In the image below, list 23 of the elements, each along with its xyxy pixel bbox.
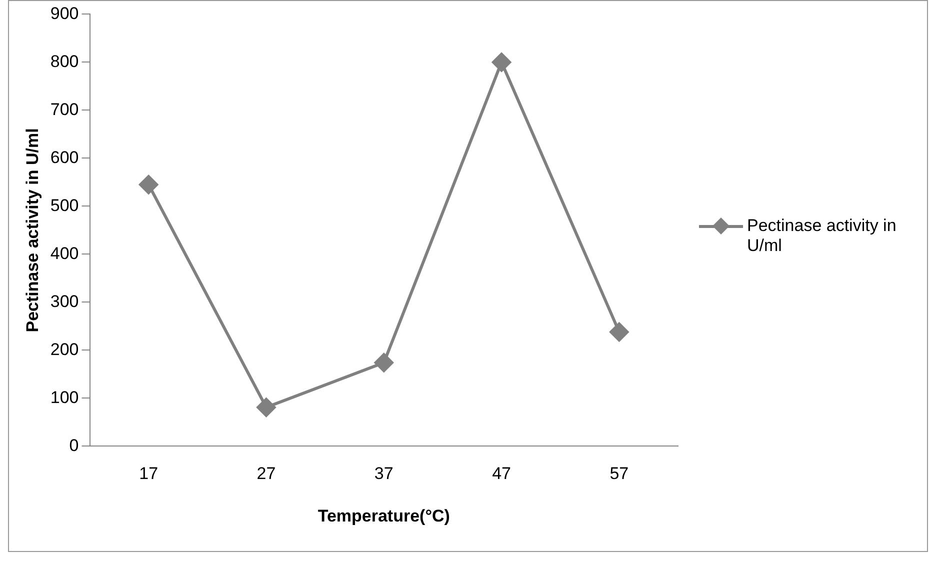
y-tick-label: 500 [50, 196, 79, 215]
y-tick-label: 300 [50, 292, 79, 311]
x-tick-label: 17 [139, 464, 158, 484]
point [139, 175, 158, 194]
point [492, 52, 512, 72]
y-tick-label: 700 [50, 100, 79, 119]
y-tick-label: 400 [50, 244, 79, 263]
y-tick-label: 0 [69, 436, 79, 455]
point [374, 353, 394, 372]
x-axis-title: Temperature(°C) [318, 506, 450, 526]
y-tick-label: 600 [50, 148, 79, 167]
x-tick-label: 47 [492, 464, 511, 484]
x-tick-label: 57 [610, 464, 629, 484]
y-tick-label: 800 [50, 52, 79, 71]
point [256, 398, 276, 417]
y-tick-label: 100 [50, 388, 79, 407]
y-axis-title: Pectinase activity in U/ml [22, 128, 42, 332]
legend-label: Pectinase activity in U/ml [747, 216, 898, 256]
point [610, 322, 629, 342]
y-tick-label: 200 [50, 340, 79, 359]
y-tick-label: 900 [50, 4, 79, 23]
x-tick-label: 27 [256, 464, 276, 484]
x-tick-label: 37 [374, 464, 394, 484]
